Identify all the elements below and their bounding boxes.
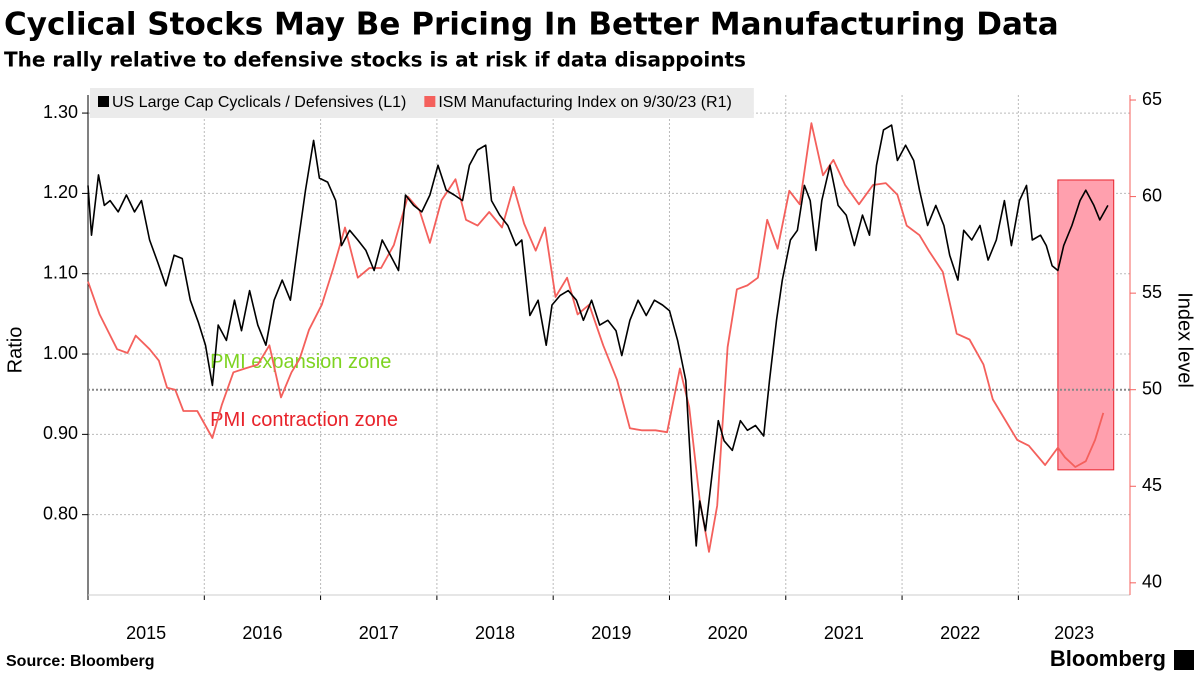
x-tick-label: 2021 [824,623,864,643]
annotation: PMI expansion zone [210,351,391,373]
x-tick-label: 2020 [708,623,748,643]
brand-icon [1174,650,1194,670]
highlight-box [1057,179,1115,471]
chart-title: Cyclical Stocks May Be Pricing In Better… [4,7,1059,43]
y2-tick-label: 40 [1142,572,1162,592]
y-tick-label: 0.90 [43,423,78,443]
legend-label: ISM Manufacturing Index on 9/30/23 (R1) [438,94,732,111]
y-tick-label: 1.30 [43,102,78,122]
x-tick-label: 2016 [242,623,282,643]
y2-tick-label: 45 [1142,475,1162,495]
x-tick-label: 2022 [940,623,980,643]
y2-tick-label: 65 [1142,89,1162,109]
legend-swatch [98,96,109,107]
series-line [87,122,1105,553]
brand: Bloomberg [1050,646,1166,671]
series-line [87,124,1109,547]
y-tick-label: 1.00 [43,343,78,363]
legend-swatch [424,96,436,107]
x-tick-label: 2023 [1054,623,1094,643]
y-tick-label: 0.80 [43,503,78,523]
x-tick-label: 2019 [591,623,631,643]
source: Source: Bloomberg [6,653,154,670]
x-tick-label: 2017 [359,623,399,643]
legend: US Large Cap Cyclicals / Defensives (L1)… [90,88,754,118]
y-tick-label: 1.20 [43,182,78,202]
y2-tick-label: 60 [1142,185,1162,205]
y2-tick-label: 55 [1142,282,1162,302]
legend-background [90,88,754,118]
x-tick-label: 2018 [475,623,515,643]
y2-axis-label: Index level [1174,292,1196,388]
chart-subtitle: The rally relative to defensive stocks i… [4,48,746,72]
y-axis-label: Ratio [4,327,26,374]
annotation: PMI contraction zone [210,409,398,431]
y2-tick-label: 50 [1142,378,1162,398]
x-tick-label: 2015 [126,623,166,643]
y-tick-label: 1.10 [43,262,78,282]
legend-label: US Large Cap Cyclicals / Defensives (L1) [112,94,406,111]
